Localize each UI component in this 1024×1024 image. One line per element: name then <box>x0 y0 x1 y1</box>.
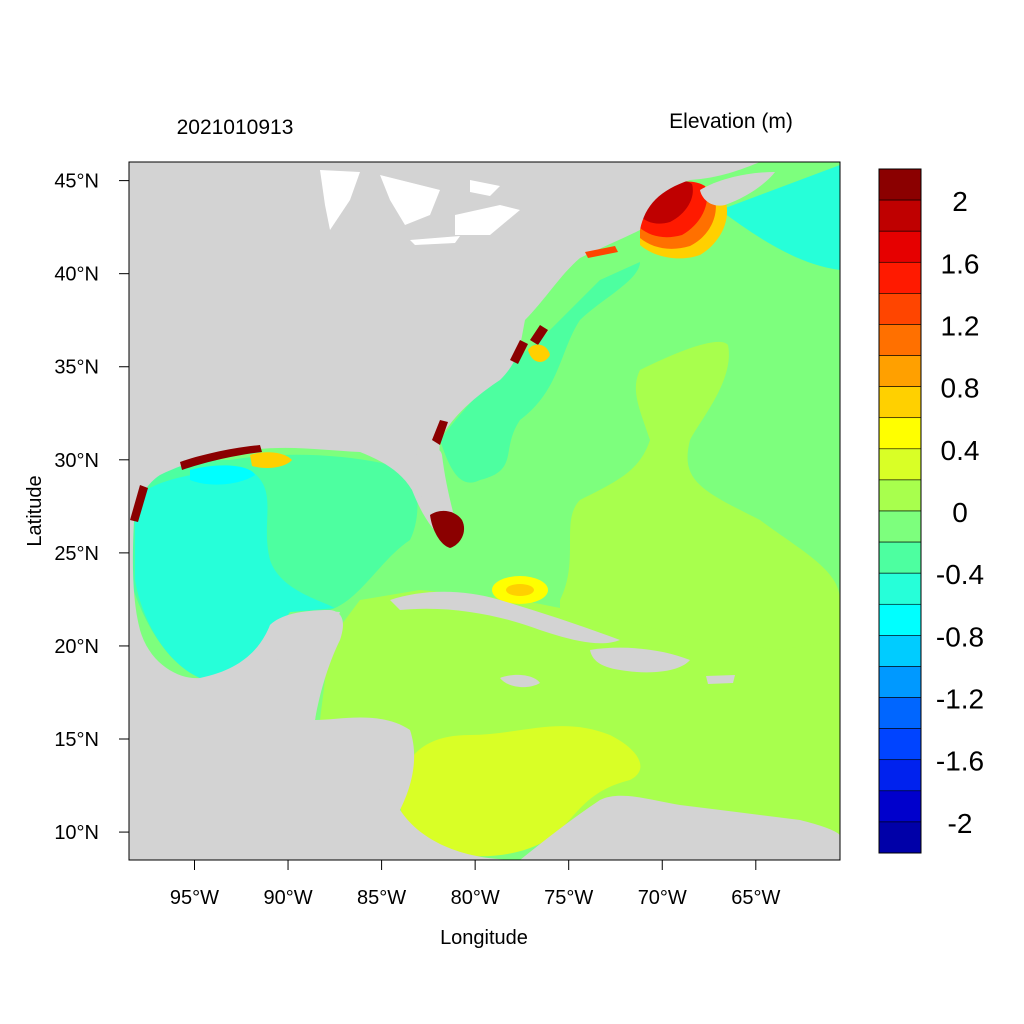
gulf-low-patch <box>190 465 255 485</box>
colorbar-label: -0.8 <box>936 621 984 652</box>
texas-coast-surge <box>130 485 148 522</box>
colorbar-label: 1.2 <box>941 310 980 341</box>
colorbar-label: -0.4 <box>936 559 984 590</box>
x-tick-label: 95°W <box>170 887 219 909</box>
x-tick-label: 70°W <box>638 887 687 909</box>
colorbar-segment <box>878 324 922 356</box>
colorbar-frame <box>878 168 922 854</box>
colorbar-label: -1.2 <box>936 684 984 715</box>
plot-frame <box>128 161 841 861</box>
map-panel <box>129 162 840 860</box>
colorbar-segment <box>878 168 922 201</box>
y-tick-label: 25°N <box>54 543 99 565</box>
colorbar-segment <box>878 821 922 854</box>
colorbar-segment <box>878 355 922 387</box>
colorbar-segment <box>878 728 922 761</box>
hispaniola-land <box>590 647 690 673</box>
central-america-land <box>129 718 460 860</box>
scotian-shelf-field <box>720 165 840 270</box>
colorbar-segment <box>878 261 922 294</box>
colorbar-segment <box>878 790 922 823</box>
jamaica-land <box>500 674 540 688</box>
y-tick-label: 45°N <box>54 171 99 193</box>
y-tick-label: 10°N <box>54 822 99 844</box>
colorbar-labels: 2 1.6 1.2 0.8 0.4 0 -0.4 -0.8 -1.2 -1.6 -2 <box>936 186 984 839</box>
colorbar-label: 0.8 <box>941 373 980 404</box>
colorbar-segment <box>878 603 922 636</box>
colorbar-segment <box>878 759 922 792</box>
colorbar <box>878 168 922 854</box>
nova-scotia-land <box>700 172 775 206</box>
east-coast-surge <box>432 325 548 445</box>
colorbar-segment <box>878 230 922 263</box>
colorbar-segment <box>878 448 922 481</box>
timestamp-title: 2021010913 <box>177 116 294 139</box>
south-america-land <box>520 795 840 860</box>
colorbar-segment <box>878 479 922 512</box>
colorbar-label: -2 <box>948 808 973 839</box>
y-tick-label: 20°N <box>54 636 99 658</box>
y-axis-label: Latitude <box>24 475 46 546</box>
colorbar-label: 1.6 <box>941 248 980 279</box>
cuba-land <box>390 591 620 644</box>
x-tick-label: 80°W <box>451 887 500 909</box>
long-island-anomaly <box>585 246 618 258</box>
variable-title: Elevation (m) <box>669 110 793 133</box>
great-lakes <box>320 170 520 245</box>
mississippi-delta-surge <box>250 452 292 468</box>
x-tick-label: 90°W <box>263 887 312 909</box>
atlantic-shelf-field <box>440 262 640 483</box>
southern-caribbean-field <box>400 726 641 857</box>
y-tick-label: 35°N <box>54 357 99 379</box>
colorbar-segment <box>878 572 922 605</box>
colorbar-segment <box>878 293 922 325</box>
x-tick-label: 65°W <box>731 887 780 909</box>
colorbar-segment <box>878 541 922 574</box>
colorbar-label: 0 <box>952 497 968 528</box>
x-axis-ticks: 95°W 90°W 85°W 80°W 75°W 70°W 65°W <box>170 860 780 909</box>
bahamas-anomaly-core <box>506 584 534 596</box>
colorbar-segment <box>878 666 922 698</box>
puerto-rico-land <box>706 675 735 684</box>
y-axis-ticks: 45°N 40°N 35°N 30°N 25°N 20°N 15°N 10°N <box>54 171 129 844</box>
x-axis-label: Longitude <box>440 927 528 949</box>
colorbar-segment <box>878 510 922 543</box>
colorbar-segment <box>878 199 922 232</box>
x-tick-label: 75°W <box>544 887 593 909</box>
colorbar-segment <box>878 635 922 667</box>
colorbar-segment <box>878 417 922 450</box>
yucatan-land <box>269 610 343 720</box>
colorbar-label: 2 <box>952 186 968 217</box>
chesapeake-anomaly <box>528 344 550 362</box>
south-florida-surge <box>430 510 465 548</box>
y-tick-label: 30°N <box>54 450 99 472</box>
colorbar-label: -1.6 <box>936 746 984 777</box>
colorbar-label: 0.4 <box>941 435 980 466</box>
x-tick-label: 85°W <box>357 887 406 909</box>
y-tick-label: 15°N <box>54 729 99 751</box>
colorbar-segment <box>878 386 922 419</box>
gulf-interior-field <box>135 470 335 678</box>
colorbar-segment <box>878 697 922 729</box>
north-gulf-coast-surge <box>180 445 262 470</box>
y-tick-label: 40°N <box>54 264 99 286</box>
